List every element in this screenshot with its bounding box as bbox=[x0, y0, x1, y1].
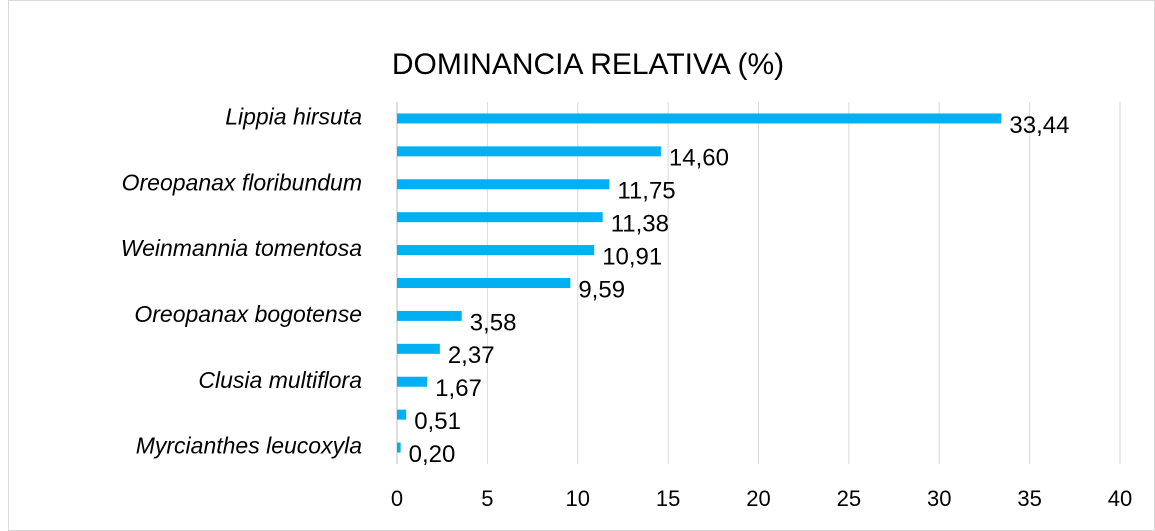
y-tick-label: Oreopanax bogotense bbox=[134, 301, 362, 327]
x-tick-label: 0 bbox=[391, 486, 403, 511]
value-label: 9,59 bbox=[578, 276, 625, 303]
value-label: 0,20 bbox=[409, 441, 456, 468]
y-tick-label: Lippia hirsuta bbox=[225, 104, 362, 130]
x-tick-label: 15 bbox=[656, 486, 680, 511]
y-tick-label: Oreopanax floribundum bbox=[122, 169, 362, 195]
value-label: 3,58 bbox=[470, 309, 517, 336]
y-tick-label: Weinmannia tomentosa bbox=[121, 235, 362, 261]
value-label: 11,75 bbox=[617, 178, 675, 205]
value-label: 14,60 bbox=[669, 145, 729, 172]
x-tick-label: 40 bbox=[1108, 486, 1132, 511]
x-tick-label: 20 bbox=[746, 486, 770, 511]
bar bbox=[397, 146, 661, 157]
value-label: 2,37 bbox=[448, 342, 495, 369]
bar bbox=[397, 310, 462, 321]
bar bbox=[397, 376, 428, 387]
x-tick-label: 30 bbox=[927, 486, 951, 511]
bar bbox=[397, 245, 595, 256]
bar bbox=[397, 278, 571, 288]
value-label: 10,91 bbox=[602, 243, 662, 270]
value-label: 33,44 bbox=[1009, 112, 1069, 139]
bar bbox=[397, 409, 407, 420]
x-tick-label: 10 bbox=[566, 486, 590, 511]
x-tick-label: 5 bbox=[481, 486, 493, 511]
y-tick-label: Myrcianthes leucoxyla bbox=[136, 433, 362, 459]
y-tick-label: Clusia multiflora bbox=[198, 367, 362, 393]
value-label: 1,67 bbox=[435, 375, 482, 402]
x-tick-label: 35 bbox=[1017, 486, 1041, 511]
value-label: 11,38 bbox=[611, 211, 669, 238]
value-label: 0,51 bbox=[414, 408, 461, 435]
bar bbox=[397, 343, 440, 354]
chart-title: DOMINANCIA RELATIVA (%) bbox=[392, 48, 784, 81]
bar bbox=[397, 113, 1002, 124]
bar bbox=[397, 442, 401, 453]
x-tick-label: 25 bbox=[837, 486, 861, 511]
bar bbox=[397, 212, 603, 223]
bar bbox=[397, 179, 610, 190]
